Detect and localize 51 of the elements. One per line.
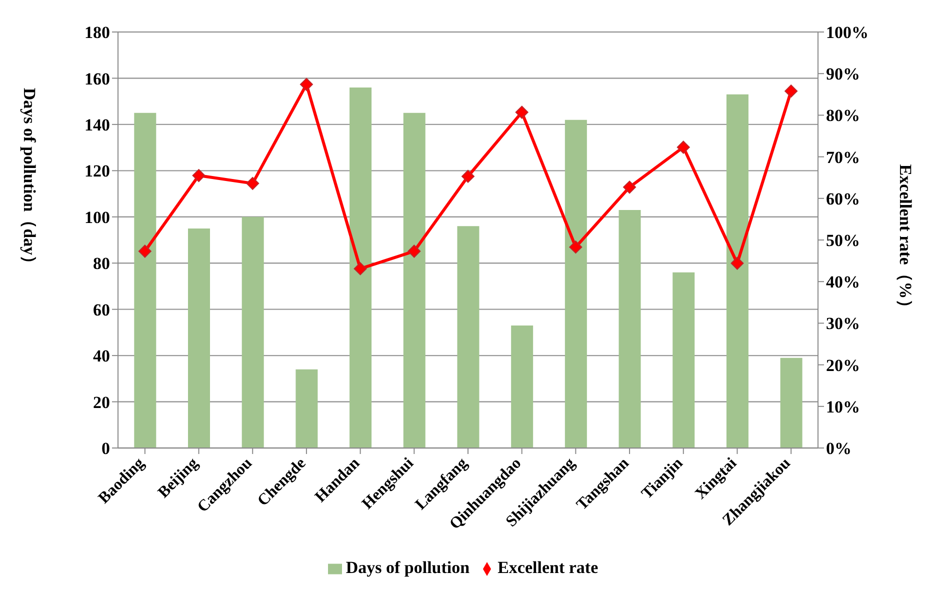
point	[246, 176, 260, 190]
point	[676, 140, 690, 154]
y-tick-label: 20	[93, 392, 110, 412]
bar	[726, 94, 748, 448]
y2-tick-label: 40%	[826, 272, 860, 292]
legend-label: Days of pollution	[346, 558, 470, 577]
point	[138, 244, 152, 258]
y2-tick-label: 60%	[826, 189, 860, 208]
point	[408, 244, 421, 258]
y-tick-label: 40	[93, 346, 110, 366]
bar	[350, 87, 372, 448]
point	[300, 78, 313, 91]
point	[354, 262, 367, 276]
bar	[403, 112, 426, 448]
point	[192, 169, 206, 182]
point	[515, 106, 528, 119]
y2-tick-label: 70%	[826, 148, 860, 167]
point	[462, 170, 474, 183]
y2-axis-title: Excellent rate（%）	[896, 164, 915, 316]
bar	[780, 358, 802, 448]
y2-tick-label: 90%	[826, 64, 860, 84]
bar	[672, 272, 695, 448]
y-axis-title: Days of pollution（day）	[20, 88, 39, 272]
y-tick-label: 100	[84, 208, 110, 227]
y2-tick-label: 30%	[826, 314, 860, 334]
y2-tick-label: 10%	[826, 397, 860, 416]
y2-tick-label: 80%	[826, 106, 860, 126]
bar	[188, 228, 210, 448]
point	[730, 256, 744, 270]
bar	[618, 210, 641, 448]
point	[784, 84, 798, 98]
y-tick-label: 160	[84, 69, 110, 88]
bar	[457, 226, 480, 448]
bar	[242, 216, 264, 448]
bar	[511, 326, 534, 448]
y2-tick-label: 0%	[826, 439, 852, 458]
legend-label: Excellent rate	[498, 558, 598, 577]
bar	[134, 112, 156, 448]
y-tick-label: 80	[93, 254, 110, 274]
y-tick-label: 0	[102, 439, 110, 458]
y2-tick-label: 100%	[826, 23, 868, 42]
bar	[296, 369, 318, 448]
bar	[564, 120, 587, 448]
y-tick-label: 60	[93, 300, 110, 320]
y2-tick-label: 50%	[826, 231, 860, 250]
y2-tick-label: 20%	[826, 356, 860, 375]
y-tick-label: 140	[84, 115, 110, 134]
point	[569, 240, 582, 254]
y-tick-label: 120	[84, 162, 110, 181]
point	[623, 180, 636, 194]
y-tick-label: 180	[84, 23, 110, 42]
